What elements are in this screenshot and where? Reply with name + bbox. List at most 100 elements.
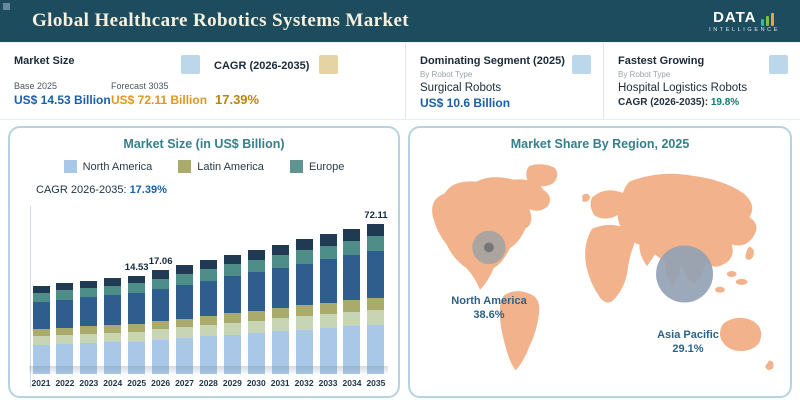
legend-label: Latin America [197,160,264,173]
bar-year-label: 2028 [198,378,218,388]
chart-cagr-label: CAGR 2026-2035: [36,184,130,196]
bar-year-label: 2027 [175,378,194,388]
bar-segment [319,259,337,303]
bar-segment [199,269,217,281]
legend-label: North America [82,160,153,173]
bar-segment [128,293,146,324]
region-name: Asia Pacific [657,329,719,341]
dominating-heading: Dominating Segment (2025) [420,55,565,67]
stacked-bar [128,275,146,374]
bar-column-2023: 2023 [79,267,99,388]
stacked-bar [295,239,313,374]
bar-segment [128,341,146,374]
bar-column-2030: 2030 [246,236,266,388]
stacked-bar [343,229,361,374]
asia-pacific-bubble [656,245,714,303]
fastest-cagr-value: 19.8% [710,97,740,109]
bar-segment [319,245,337,260]
stacked-bar [223,254,241,374]
stacked-bar [199,260,217,374]
bar-segment [295,305,313,317]
chart-cagr-value: 17.39% [129,184,167,196]
bar-segment [32,301,50,330]
bar-segment [343,300,361,312]
bar-segment [367,309,385,325]
legend-item: North America [63,160,153,173]
fastest-growing-card: Fastest Growing By Robot Type Hospital L… [603,43,800,119]
bar-column-2035: 72.11 2035 [364,210,388,388]
bar-segment [319,302,337,314]
bar-year-label: 2021 [31,378,51,388]
bar-segment [271,308,289,319]
asia-pacific-label: Asia Pacific 29.1% [628,328,748,357]
fastest-name: Hospital Logistics Robots [618,82,748,95]
bar-segment [271,244,289,255]
brand-logo: DATA INTELLIGENCE [709,9,780,33]
asia-shape [617,173,757,283]
bar-segment [152,329,170,340]
bar-year-label: 2032 [294,378,314,388]
south-america-shape [499,291,540,371]
bar-segment [223,334,241,374]
bar-segment [343,326,361,374]
bar-column-2034: 2034 [342,215,362,388]
bar-segment [223,254,241,265]
bar-segment [32,344,50,374]
north-america-bubble-center [484,242,494,253]
bar-segment [367,236,385,251]
bar-segment [295,239,313,251]
bar-segment [128,331,146,342]
bar-column-2024: 2024 [103,264,123,388]
bar-segment [247,332,265,374]
bar-value-label: 72.11 [364,210,388,221]
bar-segment [319,313,337,328]
stacked-bar [176,265,194,374]
bar-segment [343,240,361,256]
market-size-chart-panel: Market Size (in US$ Billion) North Ameri… [8,126,400,398]
bar-year-label: 2033 [318,378,338,388]
bar-segment [295,316,313,330]
bar-segment [128,323,146,332]
market-share-map-panel: Market Share By Region, 2025 North Ameri… [408,126,792,398]
greenland-shape [526,164,558,187]
bar-column-2021: 2021 [31,272,51,388]
bar-segment [32,329,50,337]
cagr-heading: CAGR (2026-2035) [214,60,310,72]
bar-segment [271,267,289,309]
bar-segment [56,327,74,335]
legend-label: Europe [308,160,345,173]
world-map: North America 38.6% Asia Pacific 29.1% [418,158,782,390]
bar-segment [32,293,50,302]
dominating-icon [572,55,591,74]
stacked-bar [104,278,122,374]
legend-swatch [289,160,303,173]
bar-segment [152,270,170,279]
fastest-cagr-line: CAGR (2026-2035): 19.8% [618,97,747,108]
bar-segment [343,229,361,241]
bar-segment [199,280,217,316]
bar-segment [271,254,289,268]
bar-year-label: 2024 [103,378,123,388]
bar-segment [56,344,74,374]
bar-segment [32,336,50,345]
bar-segment [295,250,313,264]
bar-segment [367,251,385,298]
bar-segment [128,283,146,294]
bar-year-label: 2026 [151,378,171,388]
base-value: US$ 14.53 Billion [14,93,111,107]
bar-column-2022: 2022 [55,269,75,388]
bar-segment [80,297,98,327]
bar-segment [176,273,194,285]
bar-segment [152,321,170,330]
cagr-value: 17.39% [215,92,260,107]
bar-segment [128,275,146,284]
bar-year-label: 2023 [79,378,99,388]
bar-segment [271,331,289,374]
bar-segment [80,343,98,374]
stats-strip: Market Size CAGR (2026-2035) Base 2025 U… [0,42,800,120]
stacked-bar [80,280,98,374]
chart-legend: North America Latin America Europe [10,160,398,173]
fastest-heading: Fastest Growing [618,55,705,67]
bar-column-2025: 14.53 2025 [125,262,149,389]
bar-segment [271,318,289,332]
